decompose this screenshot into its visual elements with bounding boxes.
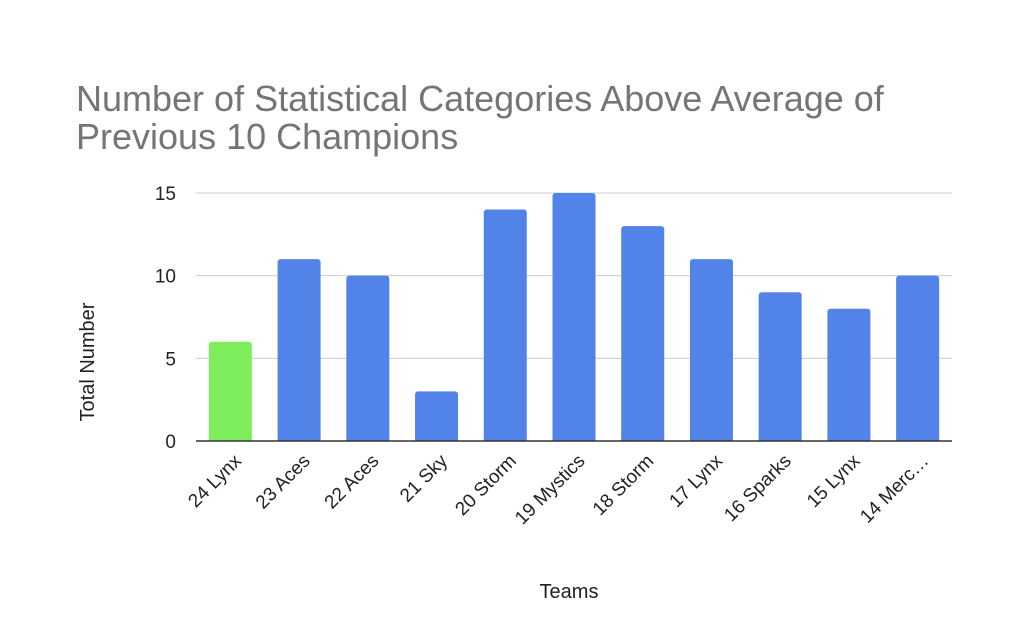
bar [552,193,596,441]
x-tick-label: 18 Storm [589,451,658,520]
x-tick-label: 23 Aces [252,451,315,514]
x-tick-label: 16 Sparks [720,451,795,526]
x-tick-label: 14 Merc… [856,451,933,528]
x-tick-label: 24 Lynx [184,450,246,512]
chart-title: Number of Statistical Categories Above A… [76,78,884,157]
bar-base [621,437,665,441]
bar-base [758,437,802,441]
bar-base [415,437,459,441]
y-tick-label: 0 [165,432,176,453]
bar [689,259,733,441]
y-tick-label: 10 [155,267,176,288]
x-tick-label: 22 Aces [321,451,384,514]
bar-base [277,437,321,441]
y-axis-title: Total Number [77,302,99,421]
bar-base [827,437,871,441]
bar-base [896,437,940,441]
bar [896,275,940,441]
bars [208,193,940,441]
x-tick-label: 20 Storm [451,451,520,520]
bar [621,226,665,441]
bar [483,209,527,441]
x-tick-label: 15 Lynx [803,450,865,512]
bar [346,275,390,441]
bar [277,259,321,441]
bar [758,292,802,441]
y-axis-ticks: 0 5 10 15 [155,184,176,453]
x-tick-label: 19 Mystics [511,451,589,529]
bar [208,341,252,441]
x-tick-label: 21 Sky [396,450,452,506]
bar-base [208,437,252,441]
bar-base [552,437,596,441]
x-tick-label: 17 Lynx [666,450,728,512]
x-axis-title: Teams [540,581,599,603]
y-tick-label: 5 [165,349,176,370]
bar-base [346,437,390,441]
bar-base [689,437,733,441]
bar-base [483,437,527,441]
y-tick-label: 15 [155,184,176,205]
bar [415,391,459,441]
bar [827,308,871,441]
